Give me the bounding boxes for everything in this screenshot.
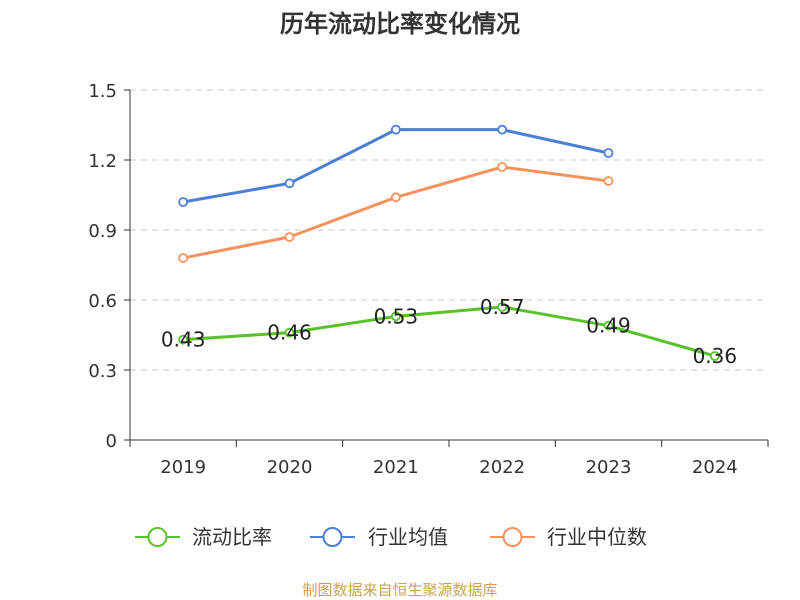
x-tick-label: 2020 (267, 457, 313, 478)
data-label: 0.49 (586, 314, 631, 338)
y-tick-label: 1.2 (88, 151, 117, 172)
data-point[interactable] (603, 320, 614, 331)
y-tick-label: 1.5 (88, 81, 117, 102)
data-labels: 0.43 0.46 0.53 0.57 0.49 0.36 (161, 295, 737, 368)
y-tick-label: 0.3 (88, 361, 117, 382)
legend-circle-icon (147, 527, 168, 547)
data-point[interactable] (178, 253, 189, 263)
chart-title: 历年流动比率变化情况 (280, 10, 520, 38)
series-line-1 (181, 128, 610, 204)
data-point[interactable] (390, 124, 401, 135)
data-label: 0.57 (480, 295, 525, 319)
legend-circle-icon (502, 527, 523, 547)
data-point[interactable] (390, 192, 401, 203)
data-source-note: 制图数据来自恒生聚源数据库 (302, 581, 497, 599)
data-point[interactable] (178, 197, 189, 207)
x-tick-label: 2023 (586, 457, 632, 478)
data-label: 0.43 (161, 328, 206, 352)
legend: 流动比率 行业均值 行业中位数 (135, 525, 647, 549)
series-points (178, 124, 720, 361)
legend-label: 行业中位数 (547, 525, 647, 549)
y-tick-label: 0.9 (88, 221, 117, 242)
axes: 0 0.3 0.6 0.9 1.2 1.5 2019 2020 2021 2022 2023 2024 (88, 81, 769, 478)
series-line-2 (181, 165, 610, 260)
data-point[interactable] (390, 311, 401, 322)
x-tick-label: 2024 (692, 457, 738, 478)
x-tick-label: 2019 (160, 457, 206, 478)
data-point[interactable] (603, 148, 614, 158)
data-point[interactable] (603, 176, 614, 186)
legend-item-industry-median[interactable]: 行业中位数 (490, 525, 647, 549)
y-tick-label: 0.6 (88, 291, 117, 312)
legend-item-current-ratio[interactable]: 流动比率 (135, 525, 272, 549)
x-tick-label: 2022 (479, 457, 525, 478)
legend-item-industry-mean[interactable]: 行业均值 (310, 525, 448, 549)
data-point[interactable] (709, 351, 720, 361)
data-point[interactable] (497, 124, 508, 135)
data-point[interactable] (284, 178, 295, 189)
legend-label: 行业均值 (368, 525, 448, 549)
data-point[interactable] (284, 232, 295, 242)
series-line-0 (181, 305, 717, 358)
grid-lines (130, 89, 768, 371)
legend-label: 流动比率 (192, 525, 272, 549)
data-point[interactable] (178, 334, 189, 345)
legend-circle-icon (322, 527, 343, 547)
data-point[interactable] (284, 327, 295, 338)
series-lines (181, 128, 717, 358)
x-tick-label: 2021 (373, 457, 419, 478)
data-label: 0.46 (267, 321, 312, 345)
y-tick-label: 0 (106, 431, 117, 452)
data-point[interactable] (497, 302, 508, 312)
data-label: 0.53 (374, 304, 419, 328)
data-label: 0.36 (693, 344, 738, 368)
data-point[interactable] (497, 162, 508, 172)
